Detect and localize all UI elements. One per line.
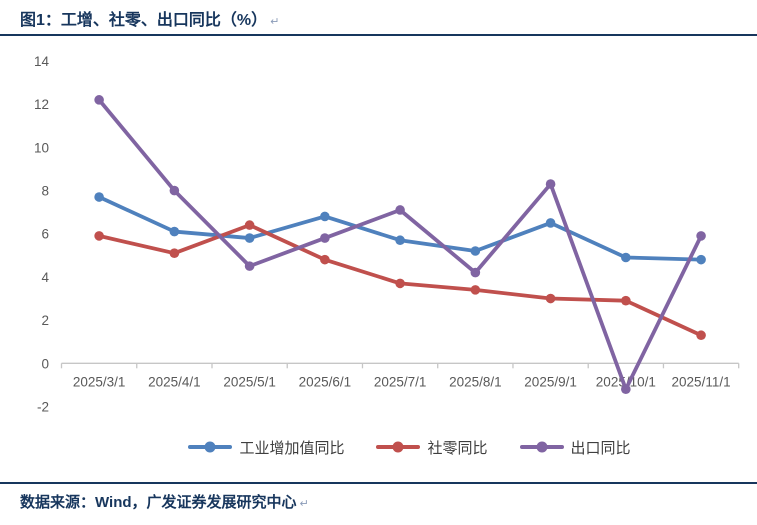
data-point-marker — [244, 233, 255, 243]
footer-divider — [0, 482, 757, 484]
data-point-marker — [696, 330, 706, 341]
x-axis-tick-label: 2025/7/1 — [374, 374, 427, 389]
data-point-marker — [244, 220, 255, 230]
y-axis-tick-label: 8 — [41, 184, 49, 199]
legend-item-exports: 出口同比 — [519, 437, 631, 458]
y-axis-tick-label: 0 — [41, 356, 49, 371]
legend-label-retail-sales: 社零同比 — [427, 439, 488, 457]
data-point-marker — [545, 218, 556, 228]
data-point-marker — [470, 267, 481, 278]
data-source-row: 数据来源：Wind，广发证券发展研究中心 ↵ — [20, 491, 747, 512]
data-point-marker — [169, 226, 180, 237]
data-point-marker — [621, 295, 631, 306]
data-point-marker — [470, 285, 481, 295]
data-point-marker — [621, 384, 631, 395]
data-point-marker — [94, 95, 104, 105]
data-point-marker — [320, 211, 330, 222]
data-point-marker — [470, 246, 481, 256]
data-point-marker — [169, 248, 180, 258]
y-axis-tick-label: 6 — [41, 227, 49, 242]
chart-legend: 工业增加值同比 社零同比 出口同比 — [0, 433, 757, 461]
y-axis-tick-label: 12 — [34, 97, 49, 112]
data-point-marker — [395, 278, 405, 289]
x-axis-tick-label: 2025/3/1 — [73, 374, 126, 389]
paragraph-return-icon: ↵ — [270, 16, 280, 28]
data-point-marker — [320, 233, 330, 243]
legend-marker-retail-sales-icon — [376, 445, 421, 449]
legend-label-industrial-output: 工业增加值同比 — [239, 439, 345, 457]
data-point-marker — [94, 192, 104, 202]
data-source-text: 数据来源：Wind，广发证券发展研究中心 — [20, 494, 297, 511]
data-point-marker — [696, 254, 706, 265]
x-axis-tick-label: 2025/11/1 — [672, 374, 731, 389]
legend-item-industrial-output: 工业增加值同比 — [188, 437, 344, 458]
legend-marker-exports-icon — [519, 445, 564, 449]
data-point-marker — [244, 261, 255, 271]
data-point-marker — [696, 231, 706, 241]
y-axis-tick-label: 14 — [34, 54, 50, 69]
x-axis-tick-label: 2025/4/1 — [148, 374, 201, 389]
x-axis-tick-label: 2025/5/1 — [223, 374, 276, 389]
figure-title: 图1：工增、社零、出口同比（%） — [20, 12, 268, 29]
paragraph-return-icon: ↵ — [299, 498, 309, 510]
data-point-marker — [320, 254, 330, 265]
data-point-marker — [545, 179, 556, 189]
title-divider — [0, 34, 757, 36]
y-axis-tick-label: 10 — [34, 140, 49, 155]
data-point-marker — [94, 231, 104, 241]
x-axis-tick-label: 2025/6/1 — [299, 374, 352, 389]
legend-label-exports: 出口同比 — [570, 439, 631, 457]
y-axis-tick-label: -2 — [37, 399, 49, 414]
legend-item-retail-sales: 社零同比 — [376, 437, 488, 458]
x-axis-tick-label: 2025/9/1 — [524, 374, 577, 389]
line-chart: -2 0 2 4 6 8 10 12 14 2025/3/1 2025/4/1 2025/5/1 202… — [34, 54, 740, 414]
data-point-marker — [395, 235, 405, 246]
legend-marker-industrial-output-icon — [188, 445, 233, 449]
data-point-marker — [395, 205, 405, 215]
y-axis-tick-label: 4 — [41, 270, 49, 285]
y-axis-tick-label: 2 — [41, 313, 49, 328]
data-point-marker — [169, 185, 180, 196]
figure-title-row: 图1：工增、社零、出口同比（%） ↵ — [20, 6, 747, 30]
x-axis-tick-label: 2025/10/1 — [596, 374, 656, 389]
data-point-marker — [621, 252, 631, 263]
data-point-marker — [545, 293, 556, 304]
x-axis-tick-label: 2025/8/1 — [449, 374, 502, 389]
